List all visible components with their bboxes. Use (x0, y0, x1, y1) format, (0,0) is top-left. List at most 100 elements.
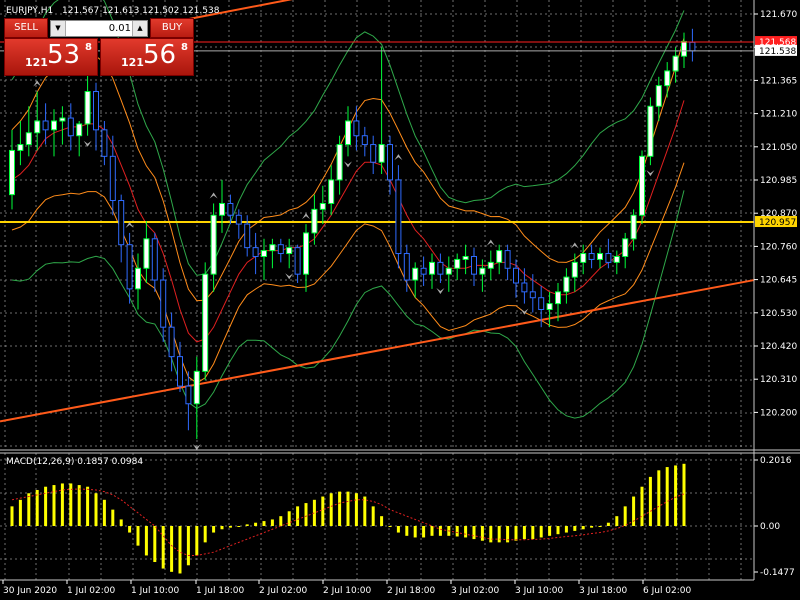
macd-bar (312, 499, 316, 526)
candle-body (504, 250, 511, 269)
candle (403, 244, 410, 292)
candle-body (454, 258, 461, 269)
candle (437, 253, 444, 283)
candle-body (219, 202, 225, 216)
macd-bar (254, 522, 258, 526)
candle-body (160, 279, 167, 328)
candle (328, 165, 335, 216)
bid-price-label-bg (755, 44, 797, 56)
candle (185, 371, 192, 431)
lot-size-input[interactable] (67, 21, 133, 36)
price-axis[interactable]: 121.670121.525121.365121.210121.050120.9… (754, 10, 797, 418)
candle-body (538, 297, 545, 311)
macd-bar (94, 493, 98, 526)
candle-body (529, 291, 536, 299)
candle (17, 120, 24, 166)
trendlines[interactable] (0, 0, 755, 423)
candle (664, 62, 671, 98)
time-axis[interactable]: 30 Jun 2020 1 Jul 02:00 1 Jul 10:00 1 Jul 1… (2, 580, 692, 596)
price-tick-label: 120.200 (760, 408, 797, 418)
buy-price-button[interactable]: 121 56 8 (100, 38, 194, 76)
candle-body (370, 144, 377, 163)
price-tick-label: 121.050 (760, 143, 797, 153)
sell-price-prefix: 121 (25, 56, 48, 69)
candle (210, 203, 217, 292)
macd-bar (296, 506, 300, 526)
candle-body (395, 179, 402, 255)
candle-body (361, 135, 368, 146)
candle (135, 253, 141, 310)
candle (336, 135, 343, 195)
macd-bar (632, 496, 636, 526)
price-tick-label: 120.985 (760, 176, 797, 186)
lot-increase-icon[interactable]: ▲ (132, 21, 147, 36)
macd-bar (86, 486, 90, 526)
macd-bar (380, 516, 384, 526)
candle-body (521, 282, 528, 293)
candle (67, 103, 74, 151)
candle-body (487, 261, 494, 269)
time-tick-label: 30 Jun 2020 (3, 586, 57, 596)
candle (580, 244, 587, 275)
candle (168, 312, 175, 372)
macd-bar (606, 522, 610, 526)
time-tick-label: 1 Jul 10:00 (131, 586, 180, 596)
candle (277, 238, 284, 263)
candle-body (613, 255, 620, 263)
sell-button[interactable]: SELL (4, 18, 48, 38)
level-price-label-bg (755, 216, 797, 228)
candle (219, 179, 225, 233)
macd-bar (111, 509, 115, 526)
fractal-arrows (33, 80, 655, 451)
candle (202, 262, 209, 381)
macd-bar (102, 499, 106, 526)
candle-body (227, 202, 234, 216)
trendline-support (0, 279, 755, 423)
candle (42, 103, 49, 145)
candle (412, 262, 419, 298)
macd-bar (228, 526, 232, 528)
candle (622, 232, 629, 269)
candle (546, 291, 553, 328)
buy-button[interactable]: BUY (150, 18, 194, 38)
candle (588, 244, 595, 269)
candle (227, 194, 234, 225)
macd-bar (648, 476, 652, 526)
candle (51, 109, 57, 157)
macd-bar (422, 526, 426, 538)
macd-title: MACD(12,26,9) 0.1857 0.0984 (6, 457, 143, 467)
candle (395, 165, 402, 269)
candle (345, 106, 351, 157)
candle-body (193, 370, 200, 405)
macd-bar (388, 526, 392, 527)
candle (496, 244, 503, 275)
candle (445, 256, 452, 292)
time-tick-label: 1 Jul 18:00 (196, 586, 245, 596)
candle-body (101, 129, 108, 157)
candle-body (126, 244, 133, 290)
macd-bar (44, 486, 48, 526)
candle-body (277, 244, 284, 255)
fractal-arrow-icon (344, 161, 352, 168)
lot-size-stepper[interactable]: ▼ ▲ (50, 20, 148, 37)
macd-bar (506, 526, 510, 543)
candle (504, 244, 511, 281)
candle-body (655, 85, 662, 107)
candle-body (353, 120, 360, 137)
fractal-arrow-icon (302, 213, 310, 220)
candle (286, 238, 293, 269)
sell-price-button[interactable]: 121 53 8 (4, 38, 98, 76)
candle-body (244, 223, 251, 249)
candle-body (76, 123, 83, 137)
sell-price-pip: 8 (85, 42, 92, 53)
candle-body (563, 276, 570, 293)
time-tick-label: 2 Jul 10:00 (323, 586, 372, 596)
ohlc-readout: 121.567 121.613 121.502 121.538 (62, 6, 220, 16)
candle-body (93, 91, 99, 131)
candle (672, 47, 679, 83)
candle-body (294, 247, 301, 275)
lot-decrease-icon[interactable]: ▼ (51, 21, 66, 36)
macd-bar (548, 526, 552, 536)
price-tick-label: 120.530 (760, 309, 797, 319)
